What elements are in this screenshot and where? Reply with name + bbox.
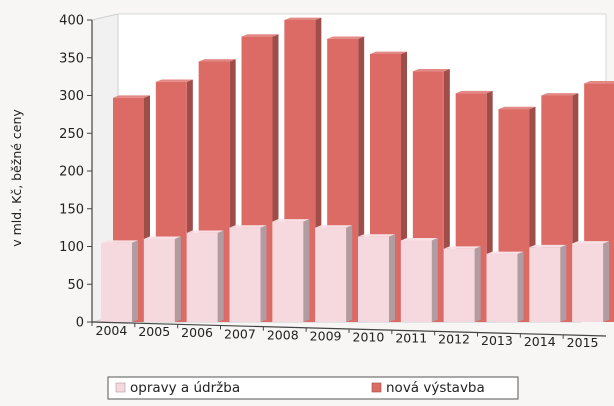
- legend-label: nová výstavba: [386, 380, 485, 396]
- legend-item-nova-vystavba: nová výstavba: [371, 380, 485, 396]
- bar-opravy-udrzba-2009: [315, 225, 353, 322]
- y-axis-label: v mld. Kč, běžné ceny: [9, 109, 24, 247]
- y-tick-label: 150: [59, 202, 84, 217]
- bar-opravy-udrzba-2013: [486, 251, 524, 322]
- x-tick-label-2013: 2013: [481, 333, 513, 348]
- bar-opravy-udrzba-2010: [358, 234, 395, 322]
- x-tick-label-2004: 2004: [96, 323, 128, 338]
- x-tick-label-2011: 2011: [395, 331, 427, 346]
- x-tick-label-2009: 2009: [310, 328, 342, 343]
- legend-item-opravy-udrzba: opravy a údržba: [115, 380, 240, 396]
- bar-opravy-udrzba-2012: [443, 246, 481, 322]
- series-repairs-maintenance: [101, 219, 610, 322]
- y-axis-ticks: 0 50 100 150 200 250 300 350 400: [59, 14, 92, 331]
- x-tick-label-2015: 2015: [567, 335, 599, 350]
- bar-opravy-udrzba-2011: [400, 238, 438, 322]
- bar-opravy-udrzba-2006: [186, 230, 224, 322]
- legend-swatch: [115, 382, 126, 393]
- y-tick-label: 50: [67, 278, 84, 293]
- x-tick-label-2014: 2014: [524, 334, 556, 349]
- bar-opravy-udrzba-2005: [143, 236, 181, 322]
- x-tick-label-2010: 2010: [353, 330, 385, 345]
- bar-opravy-udrzba-2015: [572, 241, 610, 322]
- x-tick-label-2012: 2012: [438, 332, 470, 347]
- bar-opravy-udrzba-2007: [229, 225, 267, 322]
- y-tick-label: 350: [59, 51, 84, 66]
- bar-opravy-udrzba-2014: [529, 244, 567, 322]
- y-tick-label: 250: [59, 127, 84, 142]
- x-tick-label-2008: 2008: [267, 327, 299, 342]
- y-tick-label: 100: [59, 240, 84, 255]
- y-tick-label: 300: [59, 89, 84, 104]
- x-tick-label-2007: 2007: [224, 326, 256, 341]
- x-axis-ticks: 2004 2005 2006 2007 2008 2009 2010 2011 2012 2013…: [91, 322, 599, 350]
- y-tick-label: 0: [76, 316, 84, 331]
- x-tick-label-2005: 2005: [138, 324, 170, 339]
- legend-swatch: [371, 382, 382, 393]
- y-tick-label: 200: [59, 165, 84, 180]
- legend: opravy a údržba nová výstavba: [107, 376, 519, 400]
- y-tick-label: 400: [59, 14, 84, 29]
- bar-opravy-udrzba-2004: [101, 240, 138, 322]
- x-tick-label-2006: 2006: [181, 325, 213, 340]
- bar-opravy-udrzba-2008: [272, 219, 310, 322]
- legend-label: opravy a údržba: [130, 380, 240, 396]
